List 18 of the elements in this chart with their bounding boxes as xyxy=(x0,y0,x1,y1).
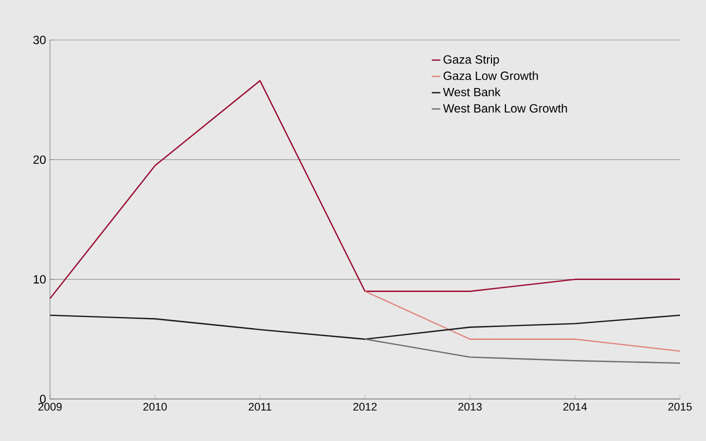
x-tick-label: 2013 xyxy=(458,402,482,411)
x-tick-label: 2012 xyxy=(353,402,377,411)
line-series xyxy=(364,338,681,364)
y-tick-label: 0 xyxy=(40,394,46,404)
legend-label: West Bank xyxy=(443,88,501,96)
x-tick-label: 2009 xyxy=(38,402,62,411)
legend-label: Gaza Strip xyxy=(444,54,499,66)
x-tick-label: 2014 xyxy=(563,402,587,411)
y-tick-label: 20 xyxy=(33,155,46,164)
x-tick-label: 2011 xyxy=(248,402,272,411)
line-series xyxy=(49,80,681,300)
x-tick-label: 2010 xyxy=(143,402,167,411)
legend-label: West Bank Low Growth xyxy=(443,104,567,113)
x-tick-label: 2015 xyxy=(668,402,692,411)
y-tick-label: 30 xyxy=(33,36,46,44)
legend-label: Gaza Low Growth xyxy=(444,71,538,80)
line-series xyxy=(49,314,681,340)
y-tick-label: 10 xyxy=(34,275,46,284)
